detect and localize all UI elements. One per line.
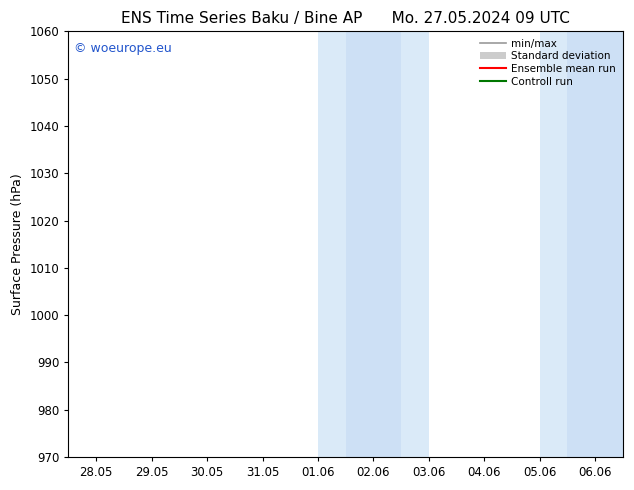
Text: © woeurope.eu: © woeurope.eu xyxy=(74,42,172,55)
Title: ENS Time Series Baku / Bine AP      Mo. 27.05.2024 09 UTC: ENS Time Series Baku / Bine AP Mo. 27.05… xyxy=(121,11,570,26)
Bar xyxy=(540,31,623,457)
Y-axis label: Surface Pressure (hPa): Surface Pressure (hPa) xyxy=(11,173,24,315)
Bar xyxy=(346,31,401,457)
Bar xyxy=(567,31,623,457)
Bar xyxy=(318,31,429,457)
Legend: min/max, Standard deviation, Ensemble mean run, Controll run: min/max, Standard deviation, Ensemble me… xyxy=(477,37,618,89)
